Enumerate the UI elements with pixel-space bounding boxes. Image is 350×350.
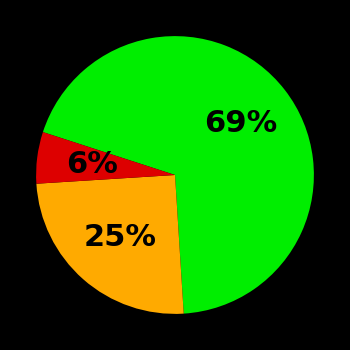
Wedge shape	[36, 175, 184, 314]
Wedge shape	[36, 132, 175, 184]
Text: 25%: 25%	[83, 223, 156, 252]
Text: 6%: 6%	[66, 150, 118, 179]
Text: 69%: 69%	[204, 110, 278, 138]
Wedge shape	[43, 36, 314, 314]
